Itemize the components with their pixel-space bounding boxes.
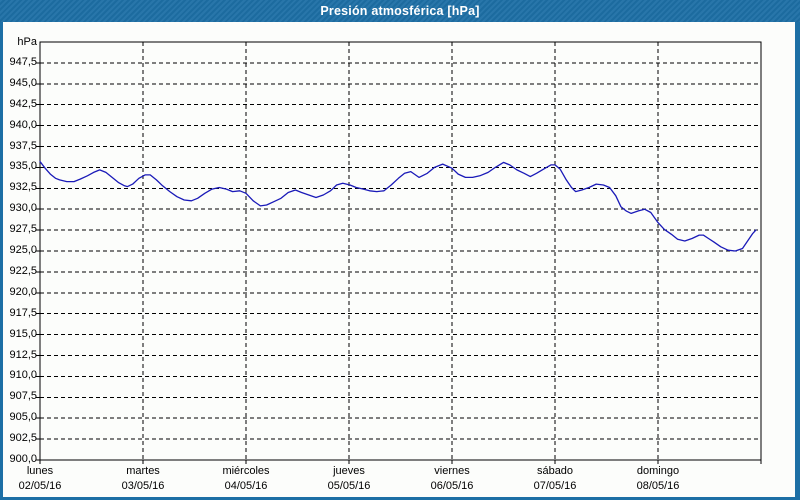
chart-title: Presión atmosférica [hPa] bbox=[320, 4, 480, 18]
chart-canvas bbox=[3, 22, 795, 497]
window-title-bar: Presión atmosférica [hPa] bbox=[0, 0, 800, 22]
